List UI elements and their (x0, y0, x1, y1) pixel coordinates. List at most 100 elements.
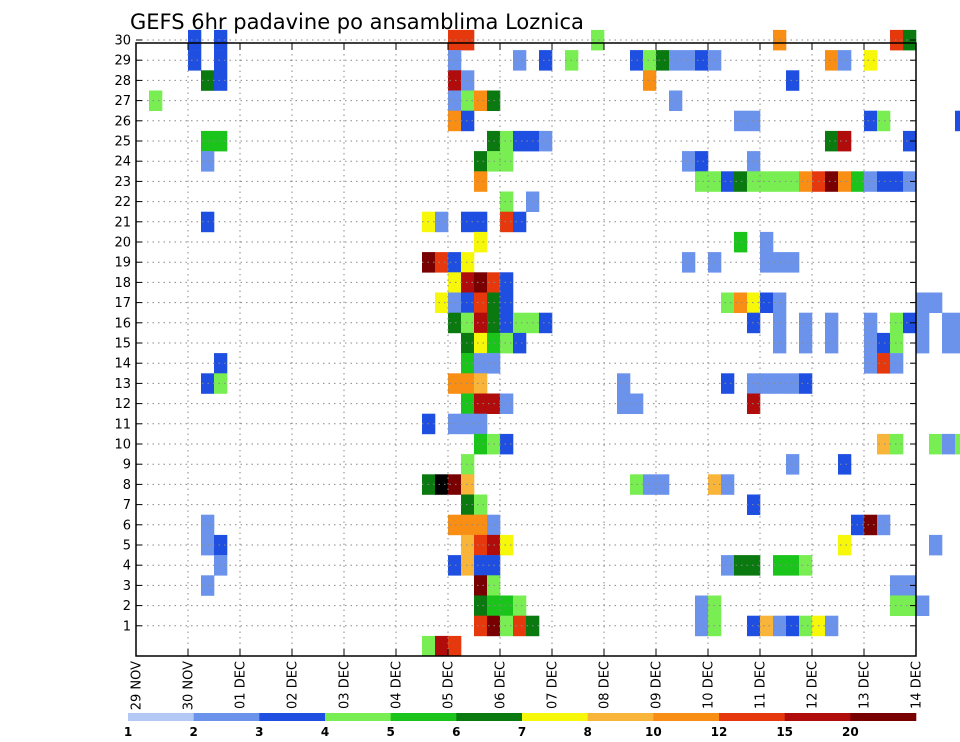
precip-cell (799, 615, 813, 637)
precip-cell (474, 393, 488, 414)
precip-cell (474, 272, 488, 293)
precip-cell (760, 373, 774, 394)
colorbar-label: 15 (776, 725, 793, 739)
colorbar-swatch (456, 713, 523, 721)
precip-cell (474, 211, 488, 233)
precip-cell (786, 171, 800, 192)
precip-cell (734, 110, 748, 132)
precip-cell (214, 50, 228, 71)
colorbar-swatch (587, 713, 654, 721)
precip-cell (721, 171, 735, 192)
precip-cell (786, 454, 800, 475)
colorbar-swatch (193, 713, 260, 721)
precip-cell (214, 534, 228, 556)
precip-cell (422, 635, 436, 657)
precip-cell (474, 292, 488, 313)
precip-cell (448, 555, 462, 576)
precip-cell (864, 312, 878, 334)
precip-cell (461, 373, 475, 394)
precip-cell (448, 272, 462, 293)
colorbar-swatch (784, 713, 851, 721)
precip-cell (461, 494, 475, 515)
precip-cell (461, 393, 475, 414)
precip-cell (539, 50, 553, 71)
precip-cell (747, 555, 761, 576)
precip-cell (890, 433, 904, 455)
precip-cell (461, 413, 475, 435)
precip-cell (435, 292, 449, 313)
precip-cell (877, 514, 891, 536)
precip-cell (214, 70, 228, 91)
precip-cell (513, 211, 527, 233)
precip-cell (500, 211, 514, 233)
grid-lines (136, 39, 916, 656)
precip-cell (877, 353, 891, 374)
y-tick-label: 6 (123, 518, 131, 533)
precip-cell (903, 29, 917, 51)
precip-cell (747, 292, 761, 313)
precip-cell (838, 171, 852, 192)
precip-cell (513, 50, 527, 71)
precip-cell (890, 171, 904, 192)
colorbar-swatch (653, 713, 720, 721)
precip-cell (890, 353, 904, 374)
precip-cell (461, 474, 475, 495)
precip-cell (877, 433, 891, 455)
precip-cell (539, 130, 553, 152)
precip-cell (500, 332, 514, 354)
precip-cell (799, 373, 813, 394)
precip-cell (149, 90, 163, 111)
precip-cell (435, 252, 449, 273)
precip-cell (890, 575, 904, 596)
precip-cell (786, 373, 800, 394)
precip-cell (825, 171, 839, 192)
precip-cell (474, 615, 488, 637)
precip-cell (799, 332, 813, 354)
precip-cell (825, 615, 839, 637)
precip-cell (461, 353, 475, 374)
precip-cell (474, 312, 488, 334)
colorbar-label: 3 (255, 725, 263, 739)
y-tick-label: 1 (123, 619, 131, 634)
y-tick-label: 10 (114, 438, 131, 453)
precip-cell (916, 332, 930, 354)
y-tick-label: 16 (114, 316, 131, 331)
precip-cell (474, 514, 488, 536)
y-tick-label: 8 (123, 478, 131, 493)
colorbar-label: 1 (124, 725, 132, 739)
precip-cell (890, 595, 904, 616)
precip-cell (448, 514, 462, 536)
precip-cell (513, 332, 527, 354)
precip-cell (617, 373, 631, 394)
precip-cell (656, 474, 670, 495)
x-tick-label: 13 DEC (858, 661, 873, 709)
precip-cell (786, 555, 800, 576)
precip-cell (903, 595, 917, 616)
y-tick-label: 17 (114, 296, 131, 311)
y-tick-label: 20 (114, 236, 131, 251)
precip-cell (500, 292, 514, 313)
precip-cell (448, 252, 462, 273)
y-tick-label: 7 (123, 498, 131, 513)
precip-cell (786, 615, 800, 637)
precip-cell (864, 332, 878, 354)
precip-cell (448, 312, 462, 334)
precip-cell (916, 312, 930, 334)
precip-cell (214, 29, 228, 51)
precip-cell (955, 433, 960, 455)
y-tick-label: 15 (114, 337, 131, 352)
precip-cell (929, 433, 943, 455)
y-tick-label: 2 (123, 599, 131, 614)
precip-cell (448, 90, 462, 111)
precip-cell (461, 110, 475, 132)
colorbar-label: 12 (711, 725, 728, 739)
precip-cell (903, 171, 917, 192)
precip-cell (448, 110, 462, 132)
precip-cell (461, 90, 475, 111)
precip-cell (903, 312, 917, 334)
precip-cell (721, 474, 735, 495)
precip-cell (942, 332, 956, 354)
precip-cell (448, 635, 462, 657)
precip-cell (747, 151, 761, 172)
precip-cell (513, 595, 527, 616)
